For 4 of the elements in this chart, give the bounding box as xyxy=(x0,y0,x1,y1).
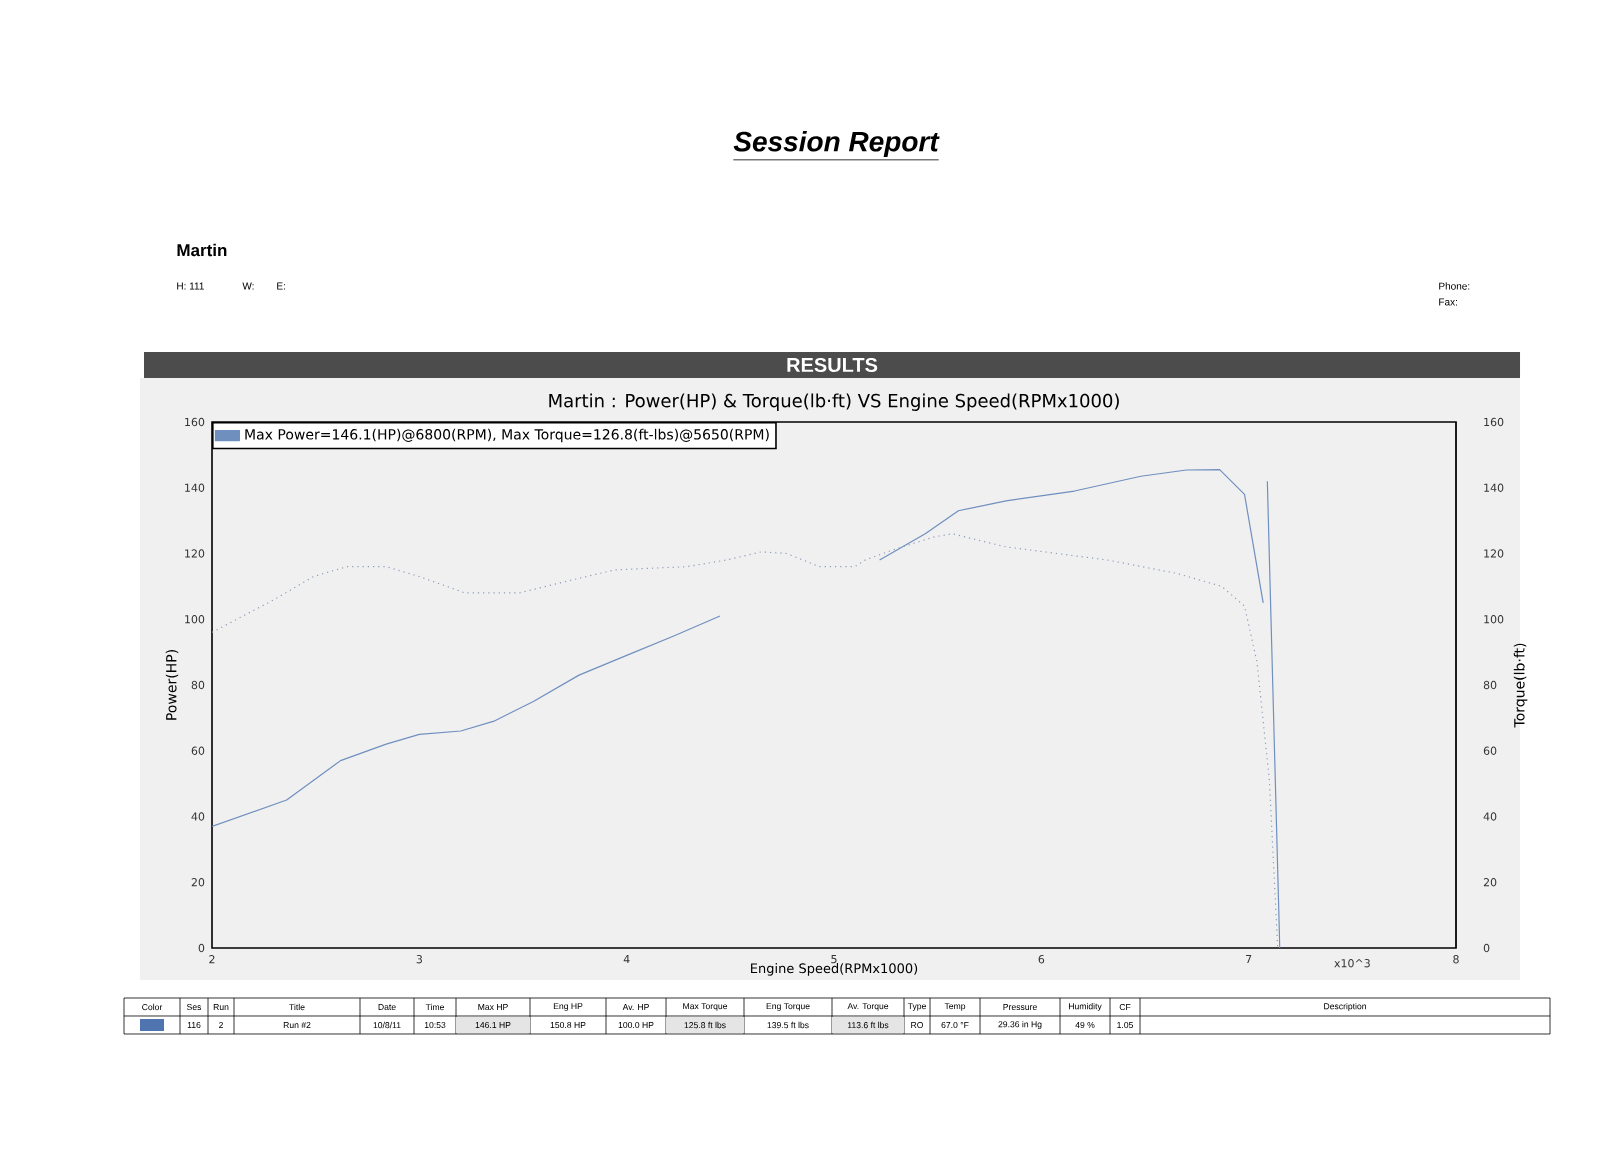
text: Martin xyxy=(177,243,227,257)
text: RESULTS xyxy=(787,357,878,373)
text: Session Report xyxy=(733,130,940,158)
chart-title: Martin : Power(HP) & Torque(lb·ft) VS Engine Speed(RPMx1000) xyxy=(549,393,1119,411)
